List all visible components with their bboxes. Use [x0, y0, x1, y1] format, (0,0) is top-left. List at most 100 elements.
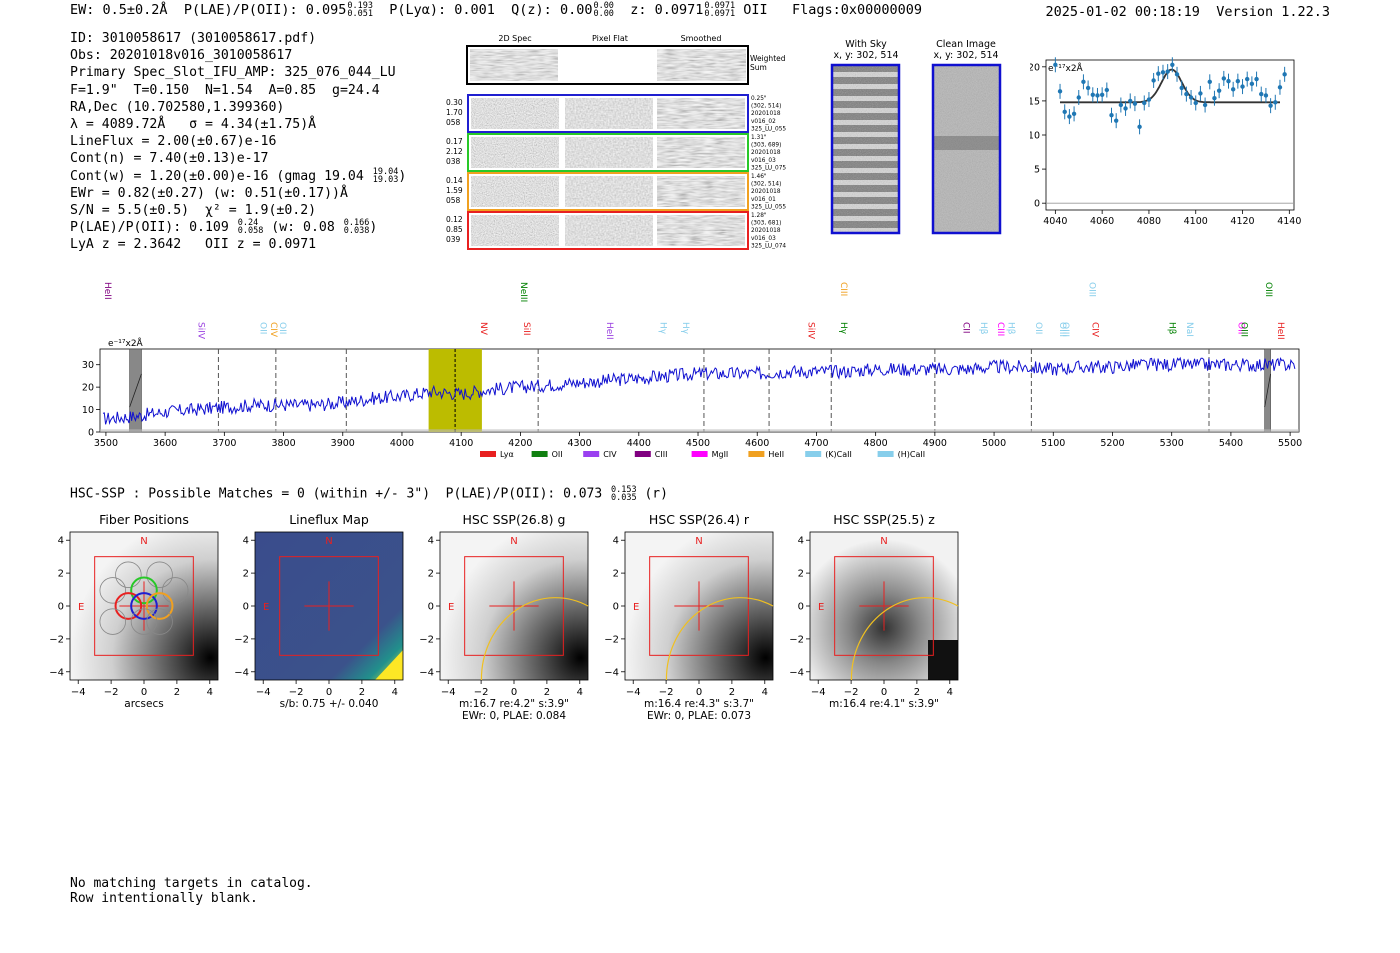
legend-label: (H)CaII	[898, 450, 925, 459]
zoom-data-point	[1282, 72, 1287, 77]
fiber-circle	[130, 576, 158, 605]
hsc-y-tick-label: 0	[613, 602, 619, 613]
zoom-data-point	[1174, 72, 1180, 77]
hsc-x-tick-label: −2	[474, 687, 489, 698]
hsc-x-tick-label: 0	[881, 687, 887, 698]
info-plae-w-lo: 0.038	[343, 226, 370, 237]
cutout-row-stat: 1.70	[446, 108, 463, 117]
fiber-circle	[146, 608, 173, 635]
hsc-panel-caption-2: EWr: 0, PLAE: 0.073	[647, 710, 751, 722]
cutout-smoothed	[657, 98, 745, 129]
spectrum-x-tick-label: 3800	[271, 438, 295, 449]
hsc-y-tick-label: −4	[604, 667, 619, 678]
zoom-data-point	[1226, 78, 1231, 84]
hsc-x-tick-label: 4	[207, 687, 213, 698]
zoom-y-tick-label: 10	[1030, 131, 1040, 142]
cutout-row-stat: 039	[446, 235, 461, 244]
hsc-y-tick-label: −2	[789, 634, 804, 645]
zoom-data-point	[1165, 69, 1170, 74]
z-lo: 0.0971	[704, 9, 736, 19]
legend-swatch	[877, 451, 894, 457]
zoom-data-point	[1057, 89, 1063, 94]
east-label: E	[448, 602, 454, 613]
legend-swatch	[480, 451, 496, 457]
hsc-panel: HSC SSP(25.5) z N E −4 −4 −2 −2 0 0 2 2 4 4 m:16.4 re…	[789, 512, 959, 710]
hsc-y-tick-label: 2	[428, 569, 434, 580]
spectrum-line-label: OIII	[1239, 322, 1249, 337]
cutout-row-stat: 058	[446, 118, 461, 127]
zoom-data-point	[1104, 87, 1110, 93]
aperture-box	[94, 556, 194, 656]
zoom-gaussian-fit	[1060, 68, 1280, 104]
spectrum-axes-frame	[99, 348, 1300, 433]
clean-image-frame	[931, 63, 1002, 235]
z-hi: 0.0971	[704, 1, 736, 11]
cutout-row-meta: 20201018	[751, 189, 781, 195]
cutout-row-meta: v016_03	[751, 158, 776, 164]
zoom-x-tick-label: 4120	[1230, 216, 1254, 227]
east-label: E	[818, 602, 824, 613]
zoom-line-chart: e⁻¹⁷x2Å 4040 4060 4080 4100 4120 4140 0 5 10 15 20	[1030, 57, 1301, 227]
version: Version 1.22.3	[1216, 4, 1330, 20]
spectrum-x-tick-label: 5300	[1160, 438, 1184, 449]
legend-swatch	[805, 451, 822, 457]
cutout-row-meta: 20201018	[751, 228, 781, 234]
spectrum-background	[100, 348, 1299, 433]
cutout-row-meta: 0.25"	[751, 96, 767, 102]
info-lambda: λ = 4089.72Å σ = 4.34(±1.75)Å	[70, 116, 317, 132]
hsc-x-tick-label: 2	[174, 687, 180, 698]
hsc-y-tick-label: 0	[58, 602, 64, 613]
spectrum-line-label: HeII	[102, 282, 112, 300]
hsc-bright-corner	[928, 640, 958, 680]
fiber-circle	[130, 608, 158, 635]
info-lya-z: LyA z = 2.3642 OII z = 0.0971	[70, 237, 317, 253]
zoom-data-point	[1095, 93, 1100, 98]
zoom-data-point	[1254, 76, 1259, 82]
fiber-circle	[99, 577, 126, 604]
legend-label: Lyα	[500, 450, 514, 459]
gmag-hi: 19.04	[372, 166, 399, 177]
hsc-panel-title: Fiber Positions	[99, 512, 189, 527]
col-pixel-flat: Pixel Flat	[592, 34, 628, 43]
hsc-x-tick-label: 4	[947, 687, 953, 698]
ellipse-fit	[480, 597, 589, 681]
zoom-data-point	[1067, 114, 1072, 119]
hsc-x-tick-label: 0	[141, 687, 147, 698]
legend-label: (K)CaII	[825, 450, 852, 459]
timestamp-version: 2025-01-02 00:18:19 Version 1.22.3	[1046, 4, 1331, 20]
cutout-row-stat: 1.59	[446, 186, 463, 195]
zoom-x-tick-label: 4100	[1184, 216, 1208, 227]
north-label: N	[140, 536, 147, 547]
spectrum-x-tick-label: 3900	[331, 438, 355, 449]
plae-text: P(LAE)/P(OII): 0.095	[183, 2, 347, 18]
hsc-x-tick-label: 2	[914, 687, 920, 698]
hsc-x-tick-label: −2	[289, 687, 304, 698]
hsc-y-tick-label: −2	[234, 634, 249, 645]
spectrum-x-tick-label: 3700	[212, 438, 236, 449]
spectrum-x-tick-label: 4800	[864, 438, 888, 449]
hsc-y-tick-label: −2	[604, 634, 619, 645]
zoom-data-point	[1202, 102, 1208, 108]
aperture-box	[834, 556, 934, 656]
legend-swatch	[531, 451, 548, 457]
flags-text: Flags:0x00000009	[792, 2, 923, 18]
spectrum-line-label: SiIV	[195, 322, 205, 340]
aperture-box	[464, 556, 564, 656]
zoom-data-point	[1235, 78, 1241, 84]
hsc-y-tick-label: 0	[798, 602, 804, 613]
zoom-x-tick-label: 4080	[1137, 216, 1161, 227]
zoom-data-point	[1151, 78, 1156, 83]
cutout-row-meta: 325_LU_055	[751, 126, 786, 132]
cutout-row-meta: 20201018	[751, 111, 781, 117]
zoom-data-point	[1245, 76, 1250, 82]
summary-header: EW: 0.5±0.2Å P(LAE)/P(OII): 0.095 0.193 0.…	[70, 1, 923, 19]
hsc-panel-caption: s/b: 0.75 +/- 0.040	[280, 698, 379, 710]
clean-image-grain	[933, 65, 1000, 233]
spectrum-line-label: SiIV	[805, 322, 815, 340]
hsc-x-tick-label: 2	[359, 687, 365, 698]
hsc-x-tick-label: 4	[392, 687, 398, 698]
info-cont-w-row: Cont(w) = 1.20(±0.00)e-16 (gmag 19.04 19…	[70, 166, 407, 185]
cutout-smoothed	[657, 137, 745, 168]
z-line-text: OII	[743, 2, 768, 18]
